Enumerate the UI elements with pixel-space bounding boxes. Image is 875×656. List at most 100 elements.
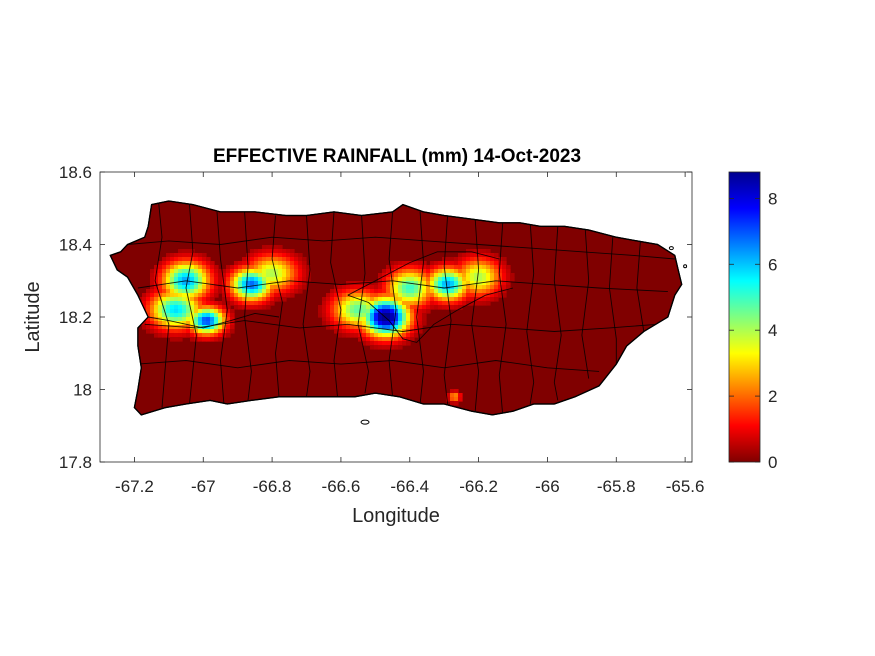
rainfall-cell xyxy=(174,309,179,314)
rainfall-cell xyxy=(298,261,303,266)
rainfall-cell xyxy=(434,297,439,302)
rainfall-cell xyxy=(470,277,475,282)
rainfall-cell xyxy=(502,273,507,278)
rainfall-cell xyxy=(386,277,391,282)
rainfall-cell xyxy=(226,289,231,294)
rainfall-cell xyxy=(498,285,503,290)
rainfall-cell xyxy=(254,249,259,254)
rainfall-cell xyxy=(194,257,199,262)
rainfall-cell xyxy=(414,321,419,326)
rainfall-cell xyxy=(234,293,239,298)
rainfall-cell xyxy=(438,281,443,286)
rainfall-cell xyxy=(398,325,403,330)
rainfall-cell xyxy=(478,249,483,254)
rainfall-cell xyxy=(162,273,167,278)
rainfall-cell xyxy=(454,281,459,286)
rainfall-cell xyxy=(334,329,339,334)
rainfall-cell xyxy=(382,273,387,278)
offshore-islet xyxy=(683,264,688,269)
rainfall-cell xyxy=(438,289,443,294)
rainfall-cell xyxy=(190,317,195,322)
rainfall-cell xyxy=(378,325,383,330)
rainfall-cell xyxy=(338,297,343,302)
rainfall-cell xyxy=(402,293,407,298)
rainfall-cell xyxy=(322,317,327,322)
rainfall-cell xyxy=(346,317,351,322)
rainfall-cell xyxy=(486,269,491,274)
rainfall-cell xyxy=(322,305,327,310)
rainfall-cell xyxy=(154,289,159,294)
rainfall-cell xyxy=(234,297,239,302)
rainfall-cell xyxy=(494,285,499,290)
rainfall-cell xyxy=(166,289,171,294)
rainfall-cell xyxy=(390,265,395,270)
rainfall-cell xyxy=(366,337,371,342)
rainfall-cell xyxy=(354,297,359,302)
rainfall-cell xyxy=(274,277,279,282)
rainfall-cell xyxy=(418,297,423,302)
rainfall-cell xyxy=(426,285,431,290)
rainfall-cell xyxy=(458,293,463,298)
rainfall-cell xyxy=(410,277,415,282)
rainfall-cell xyxy=(362,309,367,314)
rainfall-cell xyxy=(214,313,219,318)
rainfall-cell xyxy=(162,289,167,294)
rainfall-cell xyxy=(250,305,255,310)
rainfall-cell xyxy=(346,301,351,306)
rainfall-cell xyxy=(190,257,195,262)
rainfall-cell xyxy=(498,269,503,274)
rainfall-cell xyxy=(330,317,335,322)
rainfall-cell xyxy=(382,337,387,342)
rainfall-cell xyxy=(150,309,155,314)
rainfall-cell xyxy=(250,289,255,294)
rainfall-cell xyxy=(210,305,215,310)
rainfall-cell xyxy=(466,265,471,270)
rainfall-cell xyxy=(238,273,243,278)
rainfall-cell xyxy=(422,261,427,266)
rainfall-cell xyxy=(286,289,291,294)
rainfall-cell xyxy=(254,289,259,294)
rainfall-cell xyxy=(234,273,239,278)
rainfall-cell xyxy=(226,333,231,338)
rainfall-cell xyxy=(398,281,403,286)
rainfall-cell xyxy=(278,257,283,262)
rainfall-cell xyxy=(458,269,463,274)
rainfall-cell xyxy=(286,273,291,278)
rainfall-cell xyxy=(262,301,267,306)
rainfall-cell xyxy=(342,325,347,330)
rainfall-cell xyxy=(454,401,459,406)
rainfall-cell xyxy=(258,297,263,302)
rainfall-cell xyxy=(270,273,275,278)
rainfall-cell xyxy=(482,277,487,282)
rainfall-cell xyxy=(198,265,203,270)
rainfall-cell xyxy=(150,289,155,294)
rainfall-cell xyxy=(450,297,455,302)
rainfall-cell xyxy=(214,309,219,314)
rainfall-cell xyxy=(374,333,379,338)
rainfall-cell xyxy=(382,301,387,306)
rainfall-cell xyxy=(206,273,211,278)
rainfall-cell xyxy=(430,269,435,274)
rainfall-cell xyxy=(342,317,347,322)
rainfall-cell xyxy=(162,281,167,286)
rainfall-cell xyxy=(458,397,463,402)
rainfall-cell xyxy=(402,325,407,330)
rainfall-cell xyxy=(450,401,455,406)
rainfall-cell xyxy=(450,389,455,394)
rainfall-cell xyxy=(406,289,411,294)
rainfall-cell xyxy=(398,261,403,266)
rainfall-cell xyxy=(370,289,375,294)
rainfall-cell xyxy=(170,257,175,262)
rainfall-cell xyxy=(258,269,263,274)
rainfall-cell xyxy=(454,285,459,290)
rainfall-cell xyxy=(242,261,247,266)
rainfall-cell xyxy=(366,293,371,298)
rainfall-cell xyxy=(234,269,239,274)
rainfall-cell xyxy=(402,277,407,282)
rainfall-cell xyxy=(438,301,443,306)
rainfall-cell xyxy=(202,253,207,258)
rainfall-cell xyxy=(362,329,367,334)
rainfall-cell xyxy=(218,329,223,334)
rainfall-cell xyxy=(182,269,187,274)
rainfall-cell xyxy=(494,281,499,286)
